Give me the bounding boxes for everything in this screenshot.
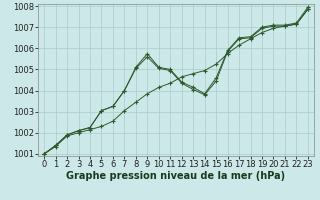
X-axis label: Graphe pression niveau de la mer (hPa): Graphe pression niveau de la mer (hPa) [67,171,285,181]
